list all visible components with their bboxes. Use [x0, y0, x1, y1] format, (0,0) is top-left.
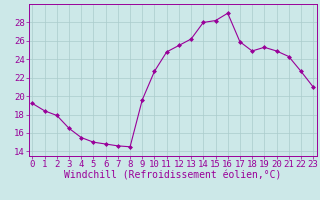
- X-axis label: Windchill (Refroidissement éolien,°C): Windchill (Refroidissement éolien,°C): [64, 171, 282, 181]
